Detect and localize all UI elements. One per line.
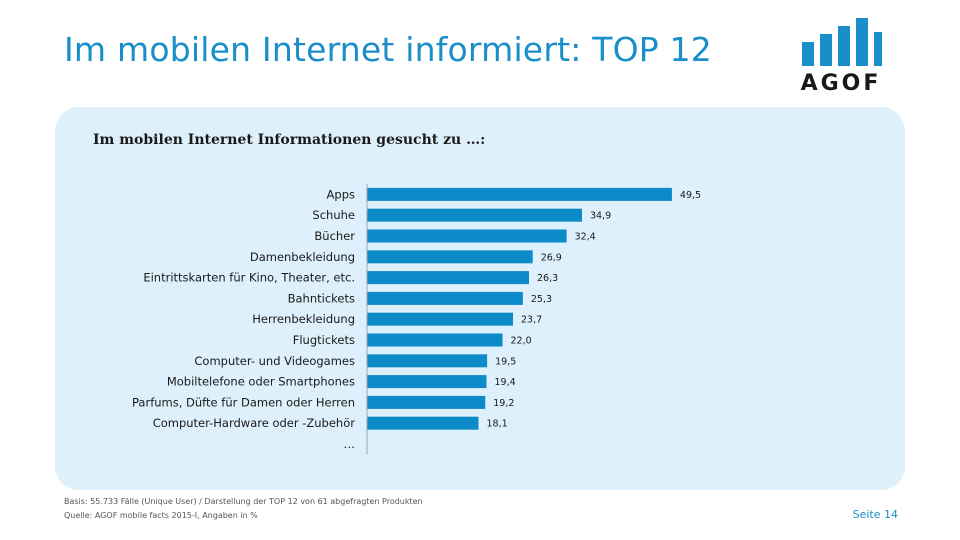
value-label: 26,3 <box>537 273 558 284</box>
category-label: Bahntickets <box>288 291 355 305</box>
value-label: 22,0 <box>511 336 532 347</box>
bar <box>367 208 582 222</box>
logo-text: AGOF <box>801 71 882 94</box>
category-label: Mobiltelefone oder Smartphones <box>167 375 355 389</box>
footnote-source: Quelle: AGOF mobile facts 2015-I, Angabe… <box>64 511 258 520</box>
category-label: Parfums, Düfte für Damen oder Herren <box>132 395 355 409</box>
value-label: 26,9 <box>541 252 562 263</box>
bar <box>367 333 503 347</box>
category-label: Bücher <box>314 229 355 243</box>
value-label: 23,7 <box>521 315 542 326</box>
bar <box>367 416 479 430</box>
bar <box>367 250 533 264</box>
bar <box>367 375 487 389</box>
category-label: Schuhe <box>312 208 355 222</box>
category-label: Apps <box>327 187 355 201</box>
bar <box>367 291 523 305</box>
chart-title: Im mobilen Internet Informationen gesuch… <box>93 132 486 148</box>
category-label: Damenbekleidung <box>250 250 355 264</box>
value-label: 19,2 <box>493 398 514 409</box>
page-number: Seite 14 <box>852 508 898 521</box>
bar <box>367 312 513 326</box>
value-label: 18,1 <box>486 419 507 430</box>
bar <box>367 395 486 409</box>
category-label: Herrenbekleidung <box>252 312 355 326</box>
bar <box>367 229 567 243</box>
category-label: Flugtickets <box>293 333 355 347</box>
bar <box>367 187 672 201</box>
category-label: Computer- und Videogames <box>194 354 355 368</box>
value-label: 25,3 <box>531 294 552 305</box>
value-label: 49,5 <box>680 190 701 201</box>
value-label: 19,4 <box>495 377 516 388</box>
category-label: Eintrittskarten für Kino, Theater, etc. <box>143 271 355 285</box>
category-label: Computer-Hardware oder -Zubehör <box>153 416 356 430</box>
page-title: Im mobilen Internet informiert: TOP 12 <box>64 30 712 69</box>
bar <box>367 354 488 368</box>
agof-logo: AGOF <box>801 18 882 94</box>
footnote-basis: Basis: 55.733 Fälle (Unique User) / Dars… <box>64 497 423 506</box>
bar <box>367 271 530 285</box>
value-label: 32,4 <box>575 232 596 243</box>
value-label: 34,9 <box>590 211 611 222</box>
category-label: … <box>344 437 356 451</box>
value-label: 19,5 <box>495 356 516 367</box>
